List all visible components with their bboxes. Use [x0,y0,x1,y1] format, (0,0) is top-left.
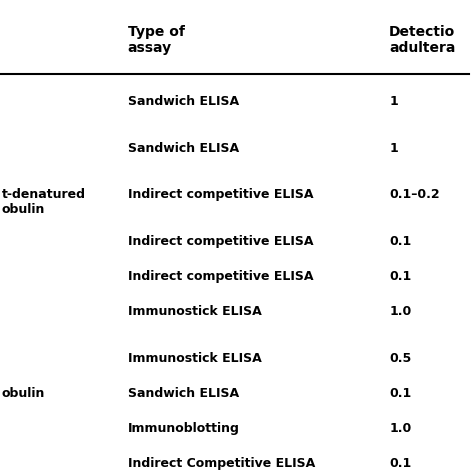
Text: Sandwich ELISA: Sandwich ELISA [128,142,239,155]
Text: Indirect competitive ELISA: Indirect competitive ELISA [128,235,313,248]
Text: Immunostick ELISA: Immunostick ELISA [128,305,261,318]
Text: 0.1: 0.1 [389,235,411,248]
Text: 1.0: 1.0 [389,422,411,435]
Text: 1.0: 1.0 [389,305,411,318]
Text: Sandwich ELISA: Sandwich ELISA [128,387,239,400]
Text: 1: 1 [389,95,398,108]
Text: 0.1: 0.1 [389,387,411,400]
Text: 0.1–0.2: 0.1–0.2 [389,188,440,201]
Text: 1: 1 [389,142,398,155]
Text: Indirect competitive ELISA: Indirect competitive ELISA [128,188,313,201]
Text: Indirect competitive ELISA: Indirect competitive ELISA [128,270,313,283]
Text: Detectio
adultera: Detectio adultera [389,25,456,55]
Text: Immunostick ELISA: Immunostick ELISA [128,352,261,365]
Text: t-denatured
obulin: t-denatured obulin [1,188,85,216]
Text: 0.1: 0.1 [389,457,411,470]
Text: Type of
assay: Type of assay [128,25,184,55]
Text: Indirect Competitive ELISA: Indirect Competitive ELISA [128,457,315,470]
Text: 0.1: 0.1 [389,270,411,283]
Text: Sandwich ELISA: Sandwich ELISA [128,95,239,108]
Text: Immunoblotting: Immunoblotting [128,422,239,435]
Text: obulin: obulin [1,387,45,400]
Text: 0.5: 0.5 [389,352,411,365]
